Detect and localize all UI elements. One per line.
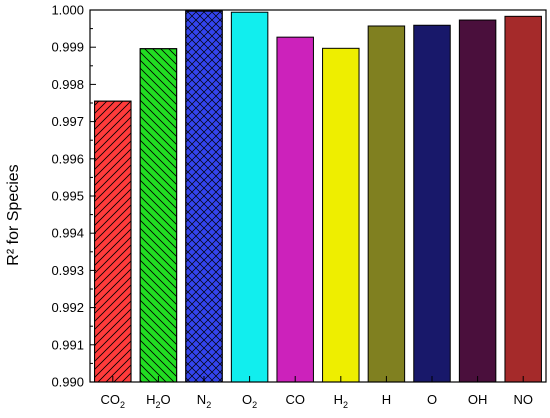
x-category-label: CO2 <box>101 392 126 410</box>
bar-pattern-2 <box>185 10 223 383</box>
y-tick-label: 0.992 <box>51 300 84 315</box>
x-category-label: OH <box>468 392 488 407</box>
y-tick-label: 0.995 <box>51 189 84 204</box>
bar-9 <box>504 15 542 383</box>
bar-pattern-0 <box>94 100 132 383</box>
x-category-label: O2 <box>242 392 257 410</box>
bar-5 <box>322 47 360 383</box>
bar-6 <box>367 25 406 383</box>
x-category-label: NO <box>513 392 533 407</box>
bar-7 <box>413 24 451 383</box>
y-tick-label: 0.990 <box>51 375 84 390</box>
x-category-label: H2 <box>334 392 348 410</box>
y-tick-label: 0.997 <box>51 114 84 129</box>
bar-4 <box>276 36 314 383</box>
bar-8 <box>458 19 497 383</box>
x-category-label: O <box>427 392 437 407</box>
y-tick-label: 0.991 <box>51 337 84 352</box>
y-tick-label: 0.998 <box>51 77 84 92</box>
axes-layer: 0.990 0.991 0.992 0.993 0.994 0.995 0.996 0.997… <box>51 3 547 410</box>
x-category-label: N2 <box>197 392 211 410</box>
x-category-label: CO <box>285 392 305 407</box>
bars-layer <box>94 10 542 383</box>
y-tick-label: 0.999 <box>51 40 84 55</box>
y-tick-label: 0.996 <box>51 151 84 166</box>
y-tick-label: 0.993 <box>51 263 84 278</box>
y-tick-label: 1.000 <box>51 3 84 18</box>
bar-3 <box>230 11 269 383</box>
x-category-label: H2O <box>146 392 171 410</box>
x-category-label: H <box>382 392 391 407</box>
y-tick-label: 0.994 <box>51 226 84 241</box>
y-axis-title: R² for Species <box>5 164 22 265</box>
bar-pattern-1 <box>139 48 178 383</box>
